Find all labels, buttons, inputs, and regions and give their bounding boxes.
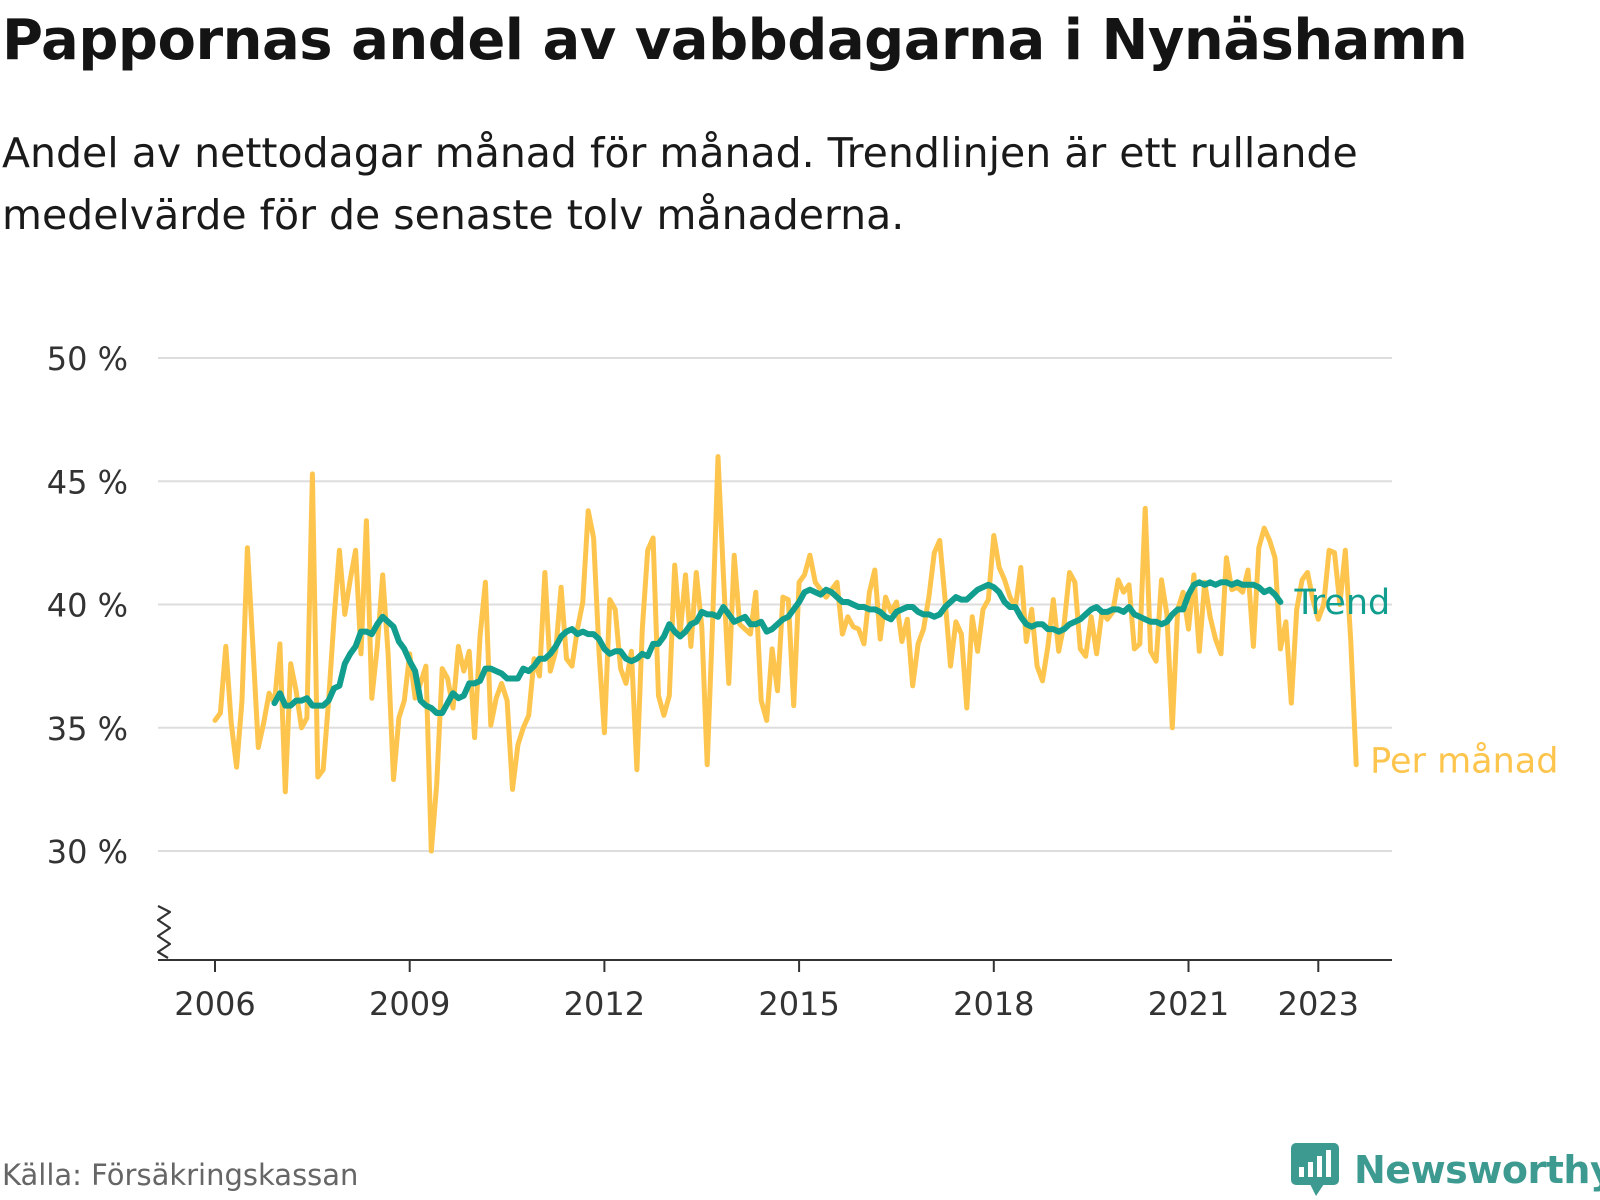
x-tick-label: 2021 xyxy=(1148,985,1229,1023)
x-tick-label: 2012 xyxy=(564,985,645,1023)
series-line-trend xyxy=(271,579,1284,716)
brand-logo: Newsworthy xyxy=(1290,1140,1600,1200)
series-labels: Per månad Trend xyxy=(1293,583,1558,782)
bar-chart-bubble-icon xyxy=(1291,1143,1339,1196)
y-tick-label: 40 % xyxy=(47,587,128,625)
chart-subtitle: Andel av nettodagar månad för månad. Tre… xyxy=(2,129,1358,239)
y-tick-label: 30 % xyxy=(47,833,128,871)
axis-break-icon xyxy=(156,905,172,959)
series-lines xyxy=(212,454,1359,854)
x-tick-label: 2015 xyxy=(758,985,839,1023)
x-tick-label: 2009 xyxy=(369,985,450,1023)
x-axis: 2006 2009 2012 2015 2018 2021 2023 xyxy=(156,905,1392,1023)
y-tick-label: 35 % xyxy=(47,710,128,748)
source-note: Källa: Försäkringskassan xyxy=(2,1158,359,1192)
series-label: Trend xyxy=(1293,583,1390,623)
brand-name: Newsworthy xyxy=(1354,1148,1600,1192)
series-line-per-manad xyxy=(212,454,1359,854)
y-tick-label: 50 % xyxy=(47,340,128,378)
y-tick-label: 45 % xyxy=(47,463,128,501)
x-tick-label: 2023 xyxy=(1278,985,1359,1023)
x-tick-label: 2006 xyxy=(174,985,255,1023)
page-title: Pappornas andel av vabbdagarna i Nynäsha… xyxy=(2,8,1468,73)
y-axis-ticks: 30 % 35 % 40 % 45 % 50 % xyxy=(47,340,128,871)
series-label: Per månad xyxy=(1370,741,1558,782)
x-tick-label: 2018 xyxy=(953,985,1034,1023)
